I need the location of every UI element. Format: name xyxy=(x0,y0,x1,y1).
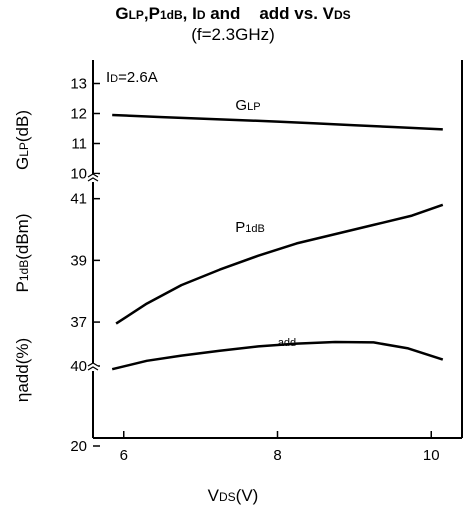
series-label-eta: add xyxy=(278,337,296,349)
y-tick-label-glp: 12 xyxy=(70,106,87,123)
title-subscript: D xyxy=(196,8,206,22)
chart-title: GLP,P1dB, ID and add vs. VDS xyxy=(0,4,466,24)
title-text: G xyxy=(115,4,129,23)
axis-break-mark xyxy=(87,366,99,371)
title-subscript: DS xyxy=(333,8,351,22)
y-tick-label-glp: 10 xyxy=(70,166,87,183)
annotation-id-current: ID=2.6A xyxy=(106,69,158,86)
series-line-eta xyxy=(111,340,444,371)
title-text: and add vs. V xyxy=(205,4,334,23)
annotation-id-current-main: I xyxy=(106,69,110,86)
y-tick-label-p1db: 37 xyxy=(70,314,87,331)
y-axis-label-glp-sub: LP xyxy=(17,142,31,157)
series-label-eta-main: add xyxy=(278,337,296,349)
title-subscript: 1dB xyxy=(159,8,183,22)
title-subscript: LP xyxy=(128,8,144,22)
series-line-p1db xyxy=(115,203,444,325)
axis-break-mark xyxy=(87,173,99,178)
title-text: , I xyxy=(182,4,197,23)
chart-subtitle: (f=2.3GHz) xyxy=(191,25,275,44)
axis-break-mark xyxy=(87,177,99,182)
x-label-text: V xyxy=(207,486,219,505)
series-label-p1db-sub: 1dB xyxy=(245,223,265,235)
series-label-p1db: P1dB xyxy=(235,219,265,236)
annotation-id-current-rest: =2.6A xyxy=(118,69,158,86)
y-tick-label-glp: 11 xyxy=(71,136,87,153)
x-tick-label: 10 xyxy=(423,447,440,464)
y-axis-label-glp-rest: (dB) xyxy=(13,110,32,142)
x-tick-label: 8 xyxy=(273,447,281,464)
y-axis-label-glp: GLP(dB) xyxy=(13,110,32,170)
title-text: ,P xyxy=(143,4,160,23)
x-label-subscript: DS xyxy=(219,490,236,504)
y-tick-label-p1db: 41 xyxy=(70,191,87,208)
y-axis-label-eta-main: ηadd(%) xyxy=(13,338,32,402)
y-axis-label-glp-main: G xyxy=(13,157,32,170)
y-tick-label-eta: 40 xyxy=(70,358,87,375)
y-tick-label-p1db: 39 xyxy=(70,252,87,269)
y-axis-label-p1db-main: P xyxy=(13,281,32,292)
annotation-id-current-sub: D xyxy=(110,73,118,85)
x-tick-label: 6 xyxy=(120,447,128,464)
y-tick-label-glp: 13 xyxy=(70,76,87,93)
y-axis-label-eta: ηadd(%) xyxy=(13,338,32,402)
x-label-text: (V) xyxy=(235,486,259,505)
y-tick-label-eta: 20 xyxy=(70,438,87,455)
y-axis-label-p1db: P1dB(dBm) xyxy=(13,214,32,293)
series-label-glp-sub: LP xyxy=(247,101,260,113)
series-line-glp xyxy=(112,113,443,131)
series-label-glp: GLP xyxy=(235,97,260,114)
y-axis-label-p1db-rest: (dBm) xyxy=(13,214,32,260)
y-axis-label-p1db-sub: 1dB xyxy=(17,260,31,281)
axis-break-mark xyxy=(87,362,99,367)
series-label-p1db-main: P xyxy=(235,219,245,236)
x-axis-label: VDS(V) xyxy=(0,486,466,506)
series-label-glp-main: G xyxy=(235,97,247,114)
